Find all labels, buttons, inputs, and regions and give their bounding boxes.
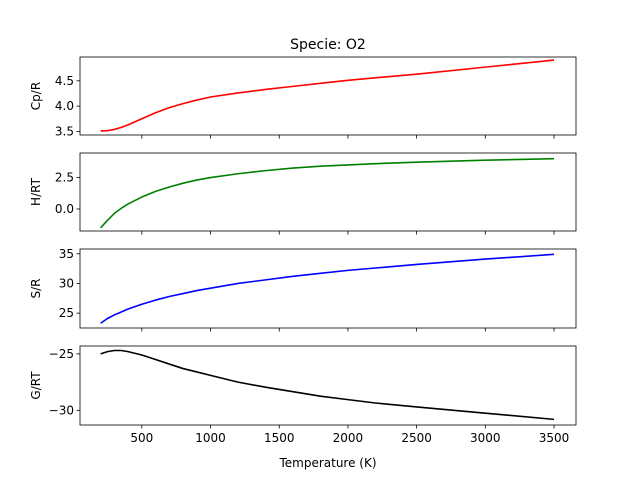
y-axis-label: Cp/R <box>29 82 43 110</box>
panel-3-frame <box>79 248 577 329</box>
panel-4-frame <box>79 345 577 426</box>
chart-title: Specie: O2 <box>290 37 366 53</box>
series-line-s-r <box>100 253 555 324</box>
y-tick-label: 30 <box>59 276 74 290</box>
x-tick-label: 1000 <box>195 431 226 445</box>
panel-2: 0.0 2.5 H/RT <box>29 152 577 235</box>
x-axis-label: Temperature (K) <box>278 456 376 470</box>
y-axis-label: G/RT <box>29 371 43 400</box>
y-tick-label: −25 <box>49 347 74 361</box>
y-tick-label: 35 <box>59 247 74 261</box>
subplot-grid: 3.5 4.0 4.5 Cp/R 0.0 2.5 H/RT 25 30 35 S/R 500 1000 1… <box>29 56 577 445</box>
y-tick-label: 0.0 <box>55 202 74 216</box>
panel-1-frame <box>79 56 577 136</box>
panel-4: 500 1000 1500 2000 2500 3000 3500 −25 −30 G/RT <box>29 345 577 445</box>
x-tick-label: 3000 <box>470 431 501 445</box>
y-axis-label: S/R <box>29 279 43 299</box>
panel-2-frame <box>79 152 577 232</box>
x-tick-label: 2500 <box>401 431 432 445</box>
y-tick-label: 3.5 <box>55 124 74 138</box>
y-tick-label: 4.0 <box>55 99 74 113</box>
y-tick-label: 25 <box>59 306 74 320</box>
panel-1: 3.5 4.0 4.5 Cp/R <box>29 56 577 139</box>
x-tick-label: 3500 <box>539 431 570 445</box>
x-tick-label: 2000 <box>333 431 364 445</box>
y-axis-label: H/RT <box>29 177 43 206</box>
series-line-cp-r <box>100 59 555 132</box>
series-line-h-rt <box>100 157 555 229</box>
x-tick-label: 1500 <box>264 431 295 445</box>
y-tick-label: 2.5 <box>55 171 74 185</box>
y-tick-label: −30 <box>49 403 74 417</box>
panel-3: 25 30 35 S/R <box>29 247 577 332</box>
y-tick-label: 4.5 <box>55 74 74 88</box>
series-line-g-rt <box>100 349 555 421</box>
x-tick-label: 500 <box>130 431 153 445</box>
